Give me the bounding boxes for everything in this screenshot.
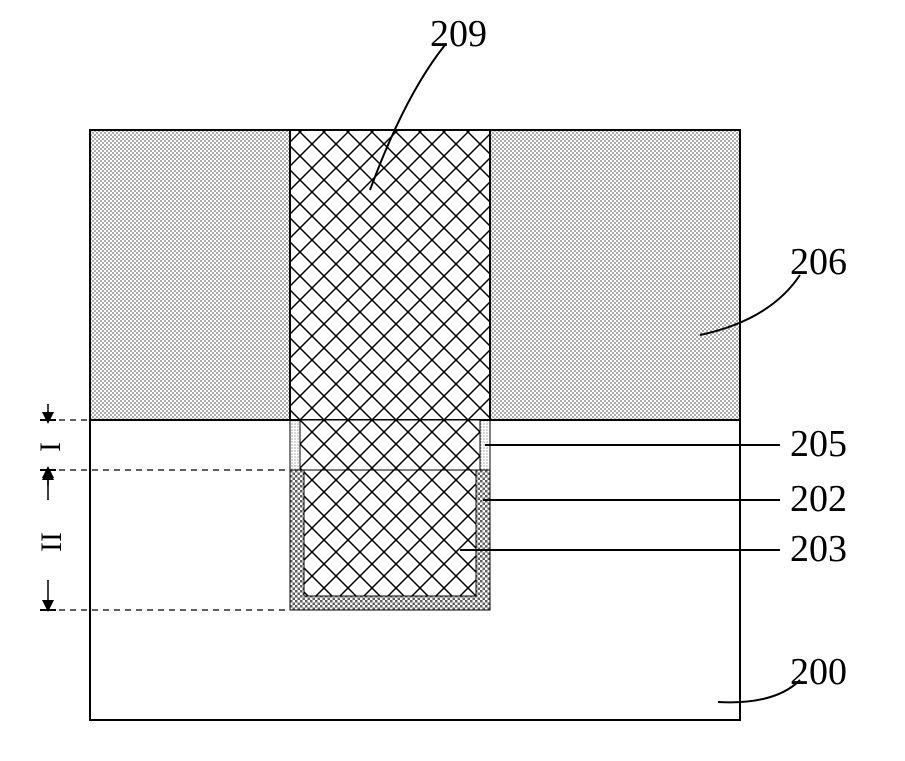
label-205: 205 [790, 422, 847, 466]
label-209: 209 [430, 12, 487, 56]
plug-lower-regionI [300, 420, 480, 470]
label-200: 200 [790, 650, 847, 694]
label-region-I: I [34, 442, 68, 452]
plug-lower-regionII-203 [304, 470, 476, 596]
label-206: 206 [790, 240, 847, 284]
label-region-II: II [35, 532, 69, 552]
label-202: 202 [790, 477, 847, 521]
diagram-svg [0, 0, 905, 761]
diagram-canvas: 209 206 205 202 203 200 I II [0, 0, 905, 761]
liner-205-left [290, 420, 300, 470]
plug-upper-209 [290, 130, 490, 420]
label-203: 203 [790, 527, 847, 571]
